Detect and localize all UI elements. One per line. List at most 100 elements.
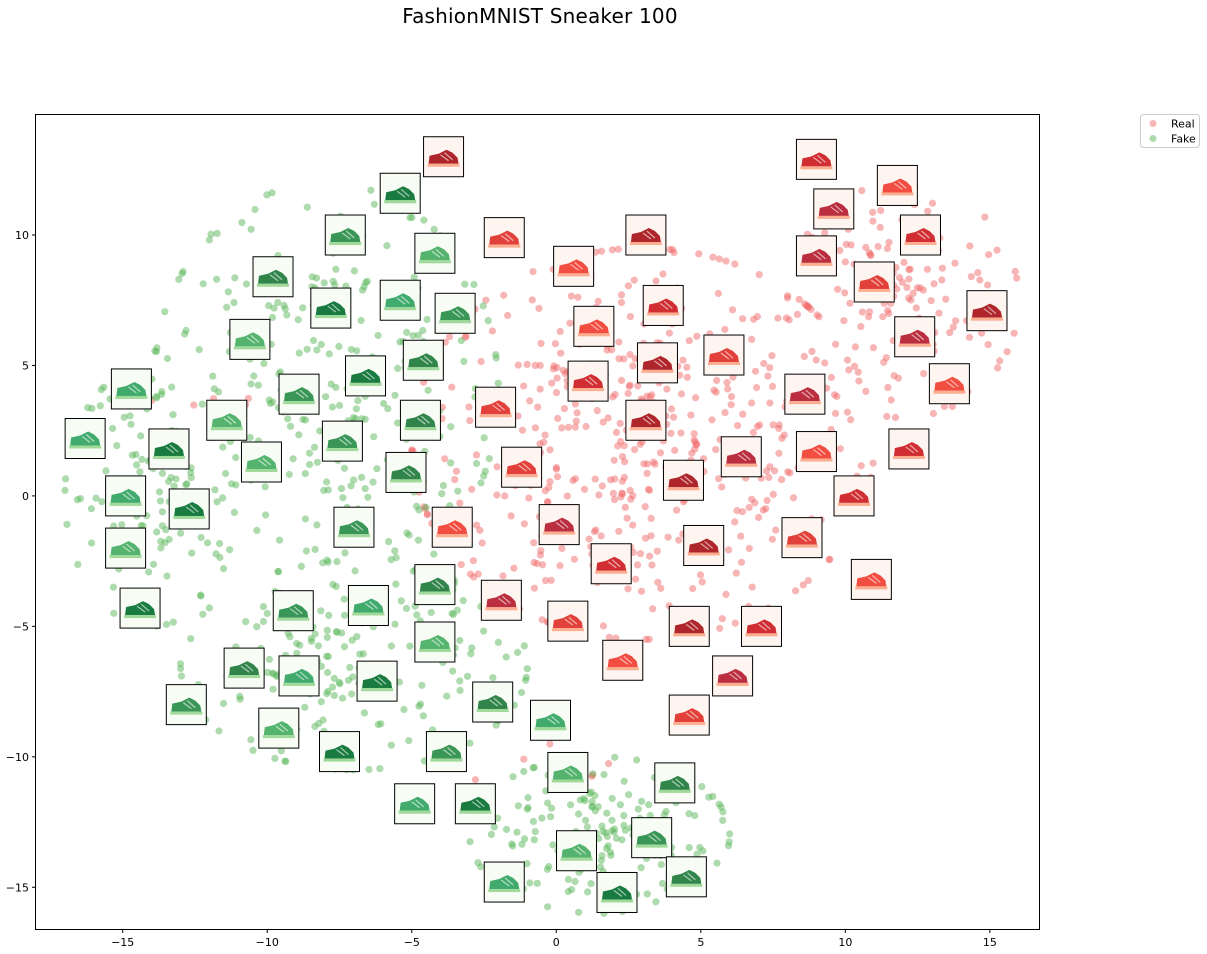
data-point: [679, 356, 687, 364]
data-point: [454, 487, 462, 495]
data-point: [102, 467, 110, 475]
data-point: [480, 434, 488, 442]
data-point: [731, 518, 739, 526]
data-point: [615, 338, 623, 346]
data-point: [197, 591, 205, 599]
data-point: [353, 347, 361, 355]
data-point: [500, 291, 508, 299]
data-point: [477, 357, 485, 366]
data-point: [667, 429, 675, 437]
data-point: [365, 765, 373, 774]
data-point: [792, 587, 800, 595]
data-point: [929, 409, 938, 418]
data-point: [247, 380, 255, 388]
data-point: [451, 476, 459, 484]
data-point: [349, 414, 358, 422]
data-point: [595, 491, 603, 499]
sneaker-thumbnail-fake: [472, 681, 514, 723]
data-point: [647, 532, 655, 540]
data-point: [187, 635, 195, 643]
data-point: [473, 521, 481, 529]
data-point: [529, 764, 537, 772]
data-point: [213, 229, 221, 237]
data-point: [597, 532, 605, 540]
sneaker-thumbnail-real: [668, 605, 710, 647]
data-point: [984, 341, 992, 349]
data-point: [457, 337, 465, 345]
data-point: [608, 346, 616, 354]
sneaker-thumbnail-real: [928, 363, 970, 405]
sneaker-thumbnail-fake: [530, 699, 572, 741]
data-point: [294, 316, 302, 324]
y-tick-label: −15: [6, 881, 29, 894]
data-point: [638, 797, 646, 805]
data-point: [685, 810, 693, 818]
data-point: [978, 329, 986, 337]
data-point: [869, 459, 877, 467]
data-point: [691, 811, 699, 820]
data-point: [447, 459, 455, 467]
data-point: [177, 672, 185, 680]
data-point: [127, 420, 135, 428]
data-point: [212, 550, 220, 558]
data-point: [624, 585, 632, 593]
data-point: [338, 694, 347, 702]
data-point: [750, 315, 758, 323]
data-point: [373, 465, 381, 473]
data-point: [283, 311, 291, 319]
sneaker-thumbnail-fake: [229, 318, 271, 360]
data-point: [882, 354, 890, 362]
data-point: [61, 486, 69, 494]
data-point: [138, 455, 146, 463]
data-point: [521, 835, 529, 843]
sneaker-thumbnail-fake: [110, 368, 152, 410]
data-point: [588, 798, 596, 806]
data-point: [269, 398, 277, 406]
data-point: [591, 792, 599, 800]
data-point: [541, 577, 550, 585]
data-point: [397, 597, 405, 605]
data-point: [494, 638, 502, 647]
data-point: [545, 483, 553, 491]
data-point: [847, 416, 855, 424]
data-point: [834, 285, 842, 293]
data-point: [551, 340, 560, 348]
data-point: [525, 494, 533, 502]
data-point: [571, 400, 580, 408]
data-point: [812, 356, 820, 364]
data-point: [571, 877, 579, 886]
data-point: [854, 368, 862, 376]
data-point: [448, 383, 456, 391]
data-point: [669, 246, 677, 254]
data-point: [843, 356, 852, 364]
data-point: [570, 555, 579, 563]
data-point: [514, 412, 522, 420]
data-point: [584, 888, 592, 896]
data-point: [587, 880, 595, 888]
data-point: [205, 604, 213, 612]
data-point: [652, 277, 660, 285]
data-point: [580, 485, 589, 493]
legend-marker-real: [1149, 120, 1157, 127]
data-point: [422, 503, 430, 512]
data-point: [286, 633, 294, 641]
data-point: [912, 304, 920, 312]
data-point: [520, 642, 528, 650]
data-point: [885, 309, 893, 318]
sneaker-thumbnail-fake: [168, 488, 210, 530]
data-point: [284, 415, 292, 423]
data-point: [600, 771, 608, 779]
data-point: [487, 830, 495, 839]
data-point: [564, 423, 573, 431]
data-point: [553, 473, 562, 481]
data-point: [673, 506, 681, 514]
data-point: [594, 803, 602, 811]
data-point: [330, 674, 338, 683]
data-point: [504, 311, 512, 320]
data-point: [710, 386, 718, 394]
data-point: [598, 482, 606, 490]
data-point: [247, 225, 255, 233]
data-point: [765, 473, 773, 481]
chart-title: FashionMNIST Sneaker 100: [402, 4, 678, 28]
data-point: [261, 483, 269, 491]
